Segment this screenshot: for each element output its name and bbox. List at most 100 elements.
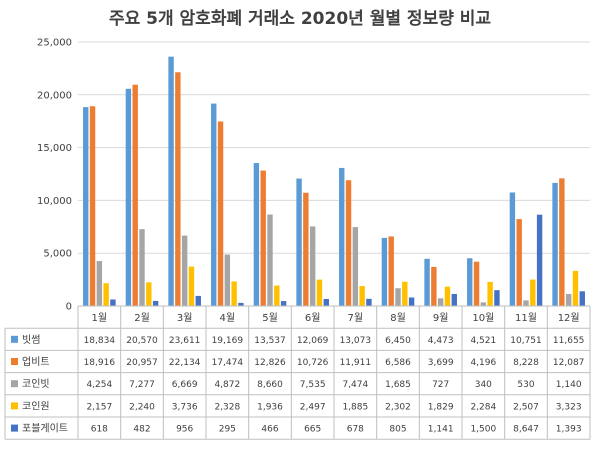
data-label: 6,586 (385, 358, 411, 368)
legend-key-0 (11, 335, 18, 343)
data-label: 12,069 (297, 336, 329, 346)
bar-9-0 (467, 258, 473, 306)
bar-9-1 (473, 261, 480, 306)
data-label: 6,450 (385, 336, 411, 346)
y-tick-label: 0 (66, 302, 72, 313)
bar-6-2 (352, 227, 359, 306)
bar-0-0 (83, 107, 89, 306)
y-tick-label: 10,000 (37, 196, 72, 207)
legend-key-3 (11, 402, 18, 410)
bar-3-4 (238, 302, 244, 306)
data-label: 11,911 (340, 358, 372, 368)
bar-3-3 (231, 281, 237, 306)
bar-4-4 (280, 301, 287, 306)
data-label: 4,196 (470, 358, 496, 368)
data-label: 12,087 (553, 358, 585, 368)
data-label: 482 (133, 425, 150, 435)
bar-7-0 (381, 237, 388, 306)
bar-11-3 (572, 270, 579, 306)
data-label: 18,916 (84, 358, 116, 368)
data-label: 7,474 (342, 380, 368, 390)
data-label: 3,699 (428, 358, 454, 368)
bar-7-3 (402, 281, 408, 306)
bar-5-1 (303, 192, 309, 306)
bar-2-4 (195, 295, 201, 306)
x-category-label: 11월 (515, 312, 537, 324)
bar-1-2 (139, 229, 145, 306)
data-label: 4,872 (214, 380, 240, 390)
bars (83, 56, 585, 307)
data-label: 10,751 (510, 336, 542, 346)
bar-8-1 (431, 266, 437, 306)
x-category-label: 4월 (220, 312, 236, 324)
data-label: 530 (517, 380, 534, 390)
bar-6-1 (345, 180, 352, 306)
bar-8-3 (444, 286, 451, 306)
data-label: 805 (389, 425, 406, 435)
bar-8-2 (437, 298, 444, 306)
bar-2-1 (175, 72, 181, 307)
data-label: 2,157 (86, 402, 112, 412)
data-label: 20,957 (126, 358, 158, 368)
bar-4-0 (253, 163, 260, 306)
bar-1-4 (152, 300, 159, 306)
data-label: 7,535 (300, 380, 326, 390)
bar-4-2 (267, 214, 273, 306)
legend-key-2 (11, 380, 18, 388)
bar-0-1 (89, 106, 96, 306)
data-label: 11,655 (553, 336, 585, 346)
data-label: 3,323 (556, 402, 582, 412)
bar-2-0 (168, 56, 174, 306)
bar-5-0 (296, 178, 302, 306)
bar-11-1 (559, 178, 565, 306)
bar-6-3 (359, 286, 365, 306)
data-label: 1,141 (428, 425, 454, 435)
data-label: 2,497 (300, 402, 326, 412)
legend-key-4 (11, 424, 18, 432)
x-category-label: 8월 (390, 312, 406, 324)
data-label: 3,736 (172, 402, 198, 412)
bar-3-1 (217, 121, 224, 306)
data-label: 13,537 (254, 336, 286, 346)
data-label: 466 (261, 425, 278, 435)
data-label: 17,474 (212, 358, 244, 368)
legend-label-4: 포블게이트 (22, 423, 68, 435)
legend-label-2: 코인빗 (22, 378, 50, 390)
bar-10-2 (523, 300, 529, 306)
data-label: 956 (176, 425, 193, 435)
bar-5-4 (323, 298, 329, 306)
bar-5-2 (309, 226, 316, 306)
bar-0-4 (110, 299, 116, 306)
bar-6-4 (366, 298, 372, 306)
data-label: 4,473 (428, 336, 454, 346)
bar-8-0 (424, 258, 430, 306)
data-label: 1,500 (470, 425, 496, 435)
bar-10-4 (536, 214, 543, 306)
bar-5-3 (316, 279, 323, 306)
data-label: 19,169 (212, 336, 244, 346)
x-category-label: 2월 (134, 312, 150, 324)
bar-9-4 (494, 290, 500, 306)
data-label: 12,826 (254, 358, 286, 368)
bar-7-1 (388, 236, 394, 306)
data-label: 20,570 (126, 336, 158, 346)
y-tick-label: 25,000 (37, 38, 72, 49)
data-label: 1,685 (385, 380, 411, 390)
bar-1-0 (125, 88, 132, 307)
bar-3-0 (211, 103, 217, 306)
y-tick-label: 20,000 (37, 90, 72, 101)
bar-1-3 (146, 282, 152, 306)
bar-11-2 (565, 293, 572, 306)
data-label: 8,647 (513, 425, 539, 435)
bar-0-3 (103, 283, 109, 306)
data-label: 22,134 (169, 358, 201, 368)
bar-10-3 (530, 279, 536, 306)
data-label: 6,669 (172, 380, 198, 390)
bar-9-2 (480, 302, 487, 306)
x-category-label: 12월 (558, 312, 580, 324)
data-label: 1,393 (556, 425, 582, 435)
legend-key-1 (11, 358, 18, 365)
data-label: 1,885 (342, 402, 368, 412)
